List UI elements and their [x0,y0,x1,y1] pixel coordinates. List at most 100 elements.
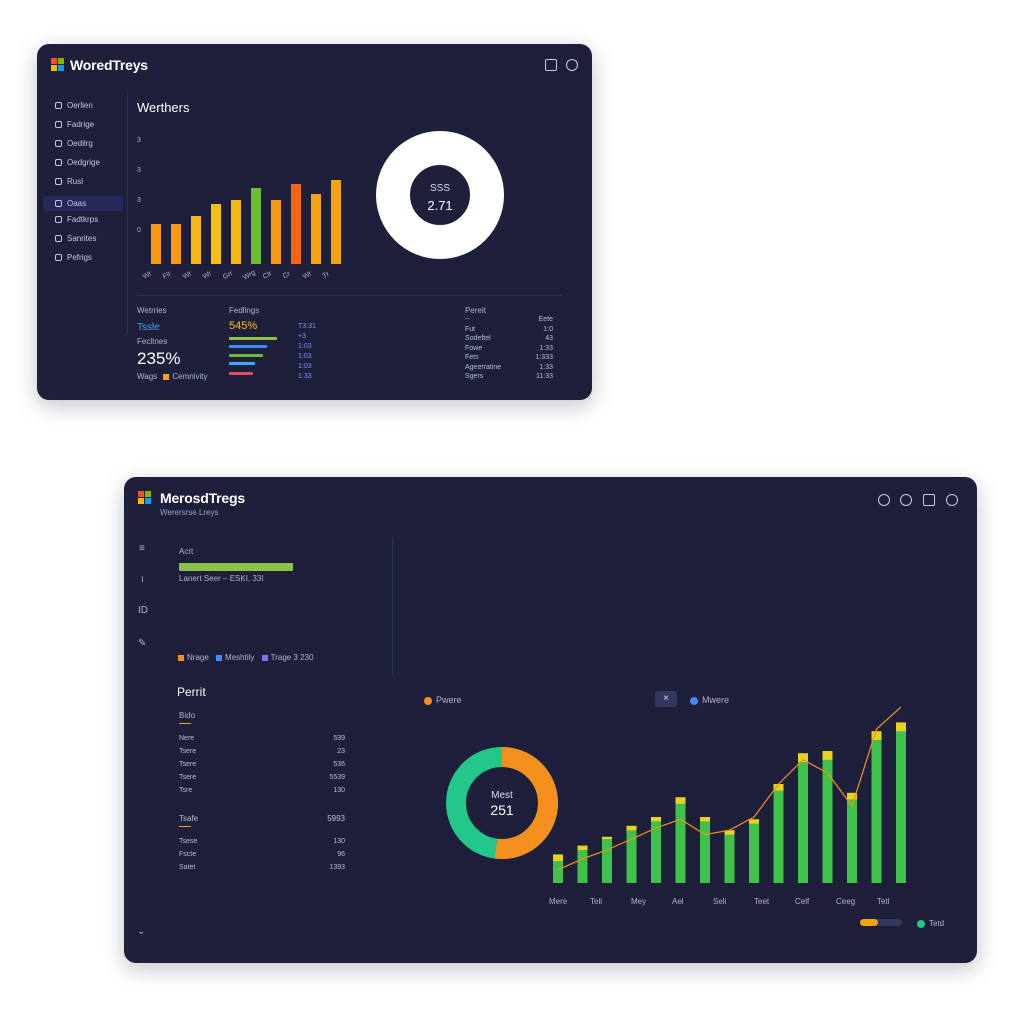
bar [251,188,261,264]
app-logo-icon [138,491,151,504]
row-value: 1:33 [539,344,553,352]
x-tick-label: Wr [181,270,193,281]
sidebar-item[interactable]: Oedilrg [55,139,93,148]
sidebar-item[interactable]: Fadrige [55,120,94,129]
sidebar-item[interactable]: Fadtkrps [55,215,98,224]
nav-icon [55,140,62,147]
bar [151,224,161,264]
x-tick-label: Seli [713,897,727,906]
row-value: 1:333 [535,354,553,361]
search-icon[interactable] [878,494,890,506]
scroll-track[interactable] [860,919,902,926]
row-key: Tsere [179,761,197,768]
bar-green [602,839,612,883]
sidebar-item-label: Oedgrige [67,158,100,167]
row-key: Fut [465,325,476,333]
x-tick-label: Teet [754,897,770,906]
row-key: Tsre [179,787,193,794]
bar-green [798,762,808,883]
bar-green [749,823,759,883]
x-tick-label: Tr [321,270,331,281]
lock-icon[interactable] [545,59,557,71]
row-value: 539 [333,735,345,742]
x-tick-label: Grr [221,269,235,282]
legend-swatch [178,654,184,661]
row-key: Fscte [179,851,197,858]
close-icon[interactable]: × [655,691,677,707]
settings-icon[interactable] [946,494,958,506]
donut-chart: Mest 251 [446,747,558,859]
bar [331,180,341,264]
legend-label: Trage 3 230 [270,653,314,662]
clock-icon[interactable] [900,494,912,506]
sidebar-item[interactable]: Rusl [55,177,83,186]
sidebar-item-label: Oedilrg [67,139,93,148]
x-tick-label: Flr [161,270,173,281]
row-value: 536 [333,761,345,768]
table-row: Fscte 96 [179,851,345,858]
legend-left-label: Pwere [436,695,462,705]
card1-value: Tssle [137,322,160,333]
sidebar-item-label: Fadrige [67,120,95,129]
legend-swatch [163,373,170,380]
row-key: -- [465,316,470,323]
legend-right: Mwere [690,695,729,705]
chevron-down-icon[interactable]: ⌄ [137,926,146,937]
progress-caption: Lanert Seer – ESKI, 33I [179,574,264,583]
bar [311,194,321,264]
x-tick-label: Ael [672,897,684,906]
donut-label: Mest [491,790,513,801]
bar [291,184,301,264]
card2-number: 1:03 [298,353,312,360]
row-value: Eete [538,316,553,323]
row-key: Tsere [179,774,197,781]
progress-bar [179,563,293,571]
table-row: Tsere 536 [179,761,345,768]
refresh-icon[interactable] [566,59,578,71]
row-value: 1:0 [543,325,553,333]
panel-divider [392,537,393,677]
app-title: WoredTreys [70,57,148,73]
table-row: Tsere 23 [179,748,345,755]
table-row: Tsre 130 [179,787,345,794]
sidebar-item[interactable]: Pefrigs [55,253,92,262]
sidebar-item-label: Oerlien [67,101,93,110]
bar-green [896,731,906,883]
bar [211,204,221,264]
table-row: Tsese 130 [179,838,345,845]
sidebar-item[interactable]: Oaas [43,196,123,211]
row-key: Satet [179,864,196,871]
row-value: 23 [337,748,345,755]
row-value: 43 [545,335,553,342]
sidebar-item-label: Sanrites [67,234,97,243]
sidebar-item[interactable]: Sanrites [55,234,96,243]
nav-icon [55,216,62,223]
x-tick-label: Ceeg [836,897,856,906]
row-key: Fowe [465,344,483,352]
table-row: Sodeftel 43 [465,335,553,342]
scroll-thumb[interactable] [860,919,878,926]
id-icon[interactable]: ID [138,605,148,616]
legend-dot [690,696,698,705]
edit-icon[interactable]: ✎ [138,638,147,649]
nav-icon [55,200,62,207]
info-icon[interactable]: ı [141,574,144,585]
row-key: Tsere [179,748,197,755]
card2-number: T3:31 [298,323,316,330]
x-tick-label: Wr [201,270,213,281]
card2-value: 545% [229,320,258,332]
sidebar-item-label: Fadtkrps [67,215,99,224]
legend-label: Nrage [187,653,209,662]
nav-icon [55,178,62,185]
app-title: MerosdTregs [160,490,245,506]
section-underline [179,826,191,827]
progress-bar [229,354,263,357]
y-tick-label: 3 [137,197,141,204]
sidebar-item[interactable]: Oerlien [55,101,93,110]
sidebar-item[interactable]: Oedgrige [55,158,100,167]
bar-green [773,790,784,883]
row-value: 130 [333,787,345,794]
table-row: Sgers 11:33 [465,373,553,380]
menu-icon[interactable]: ≡ [139,543,145,554]
print-icon[interactable] [923,494,935,506]
